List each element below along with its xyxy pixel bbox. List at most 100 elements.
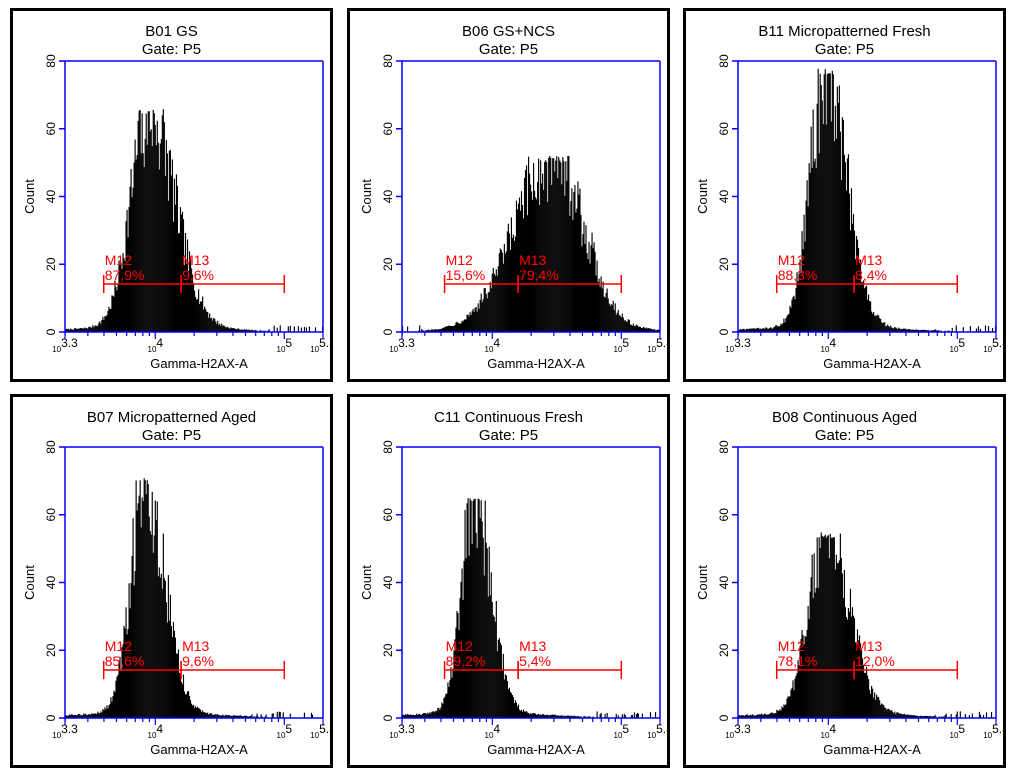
histogram-bar [886,325,888,332]
histogram-bar [922,716,924,718]
histogram-bar [777,326,779,332]
histogram-bar [612,300,614,332]
histogram-bar [762,715,764,718]
y-tick-label: 80 [717,440,731,454]
histogram-bar [914,715,916,718]
y-tick-label: 0 [381,714,395,721]
histogram-bar [875,699,877,718]
histogram-bar [525,165,528,332]
histogram-bar [238,715,240,718]
histogram-bar [890,325,892,332]
histogram-bar [92,325,94,332]
histogram-bar [642,327,645,332]
histogram-bar [917,716,919,718]
histogram-bar [103,319,105,332]
histogram-bar [88,714,90,718]
histogram-bar [428,713,430,718]
histogram-bar [215,714,217,718]
histogram-bar [807,206,809,332]
histogram-bar [582,234,584,332]
histogram-bar [982,715,985,718]
histogram-bar [631,325,633,332]
histogram-bar [419,713,421,718]
histogram-bar [440,328,442,332]
histogram-bar [141,113,143,333]
histogram-bar [871,685,873,718]
histogram-bar [260,714,262,718]
histogram-bar [130,168,132,332]
histogram-bar [108,705,110,718]
histogram-bar [68,715,70,718]
histogram-bar [620,317,622,332]
histogram-bar [495,601,497,718]
histogram-bar [748,715,750,718]
histogram-bar [166,153,168,332]
histogram-bar [887,324,889,332]
histogram-bar [748,328,750,332]
gate-label: Gate: P5 [142,427,201,444]
histogram-bar [825,537,827,718]
histogram-bar [450,325,452,332]
histogram-bar [907,329,909,332]
histogram-bar [793,295,795,332]
histogram-bar [831,537,833,718]
histogram-bar [635,324,637,332]
histogram-bar [830,537,832,718]
histogram-bar [279,711,281,718]
histogram-bar [577,181,579,332]
histogram-bar [435,329,437,332]
histogram-bar [219,323,221,332]
histogram-bar [640,327,643,332]
histogram-bar [504,253,506,332]
histogram-bar [480,293,482,332]
histogram-bar [182,674,185,718]
histogram-bar [224,715,226,718]
histogram-bar [841,573,843,718]
histogram-bar [248,329,250,332]
histogram-bar [82,328,84,332]
histogram-bar [624,320,626,332]
histogram-bar [441,702,443,718]
histogram-bar [172,221,174,332]
histogram-bar [915,329,917,332]
histogram-bar [82,715,84,718]
histogram-bar [914,330,916,332]
histogram-bar [77,714,79,718]
histogram-bar [563,716,565,718]
marker-name: M12 [105,638,132,654]
histogram-bar [623,713,625,718]
histogram-bar [203,309,205,332]
histogram-bar [874,315,876,332]
histogram-bar [168,150,170,332]
gate-label: Gate: P5 [479,427,538,444]
histogram-bar [576,208,578,332]
histogram-bar [755,715,757,718]
histogram-bar [790,689,792,718]
marker-percent: 9,6% [182,267,214,283]
histogram-bar [191,705,194,718]
y-tick-label: 0 [381,328,395,335]
histogram-bar [129,608,131,718]
histogram-bar [776,325,778,332]
histogram-bar [151,146,153,332]
histogram-bar [805,636,807,718]
x-tick-label: 105.3 [310,722,330,740]
histogram-bar [607,298,609,332]
histogram-bar [491,273,493,332]
histogram-bar [314,327,317,332]
histogram-bar [527,713,530,718]
histogram-bar [938,330,940,332]
histogram-bar [746,714,748,718]
histogram-bar [504,674,506,718]
histogram-bar [873,312,875,332]
histogram-bar [97,325,99,332]
histogram-bar [128,207,130,332]
histogram-bar [554,714,556,718]
x-tick-label: 103.3 [52,722,78,740]
histogram-bar [142,153,144,332]
histogram-bar [887,708,889,718]
histogram-bar [561,184,563,332]
histogram-bar [555,714,557,718]
histogram-bar [256,330,258,332]
